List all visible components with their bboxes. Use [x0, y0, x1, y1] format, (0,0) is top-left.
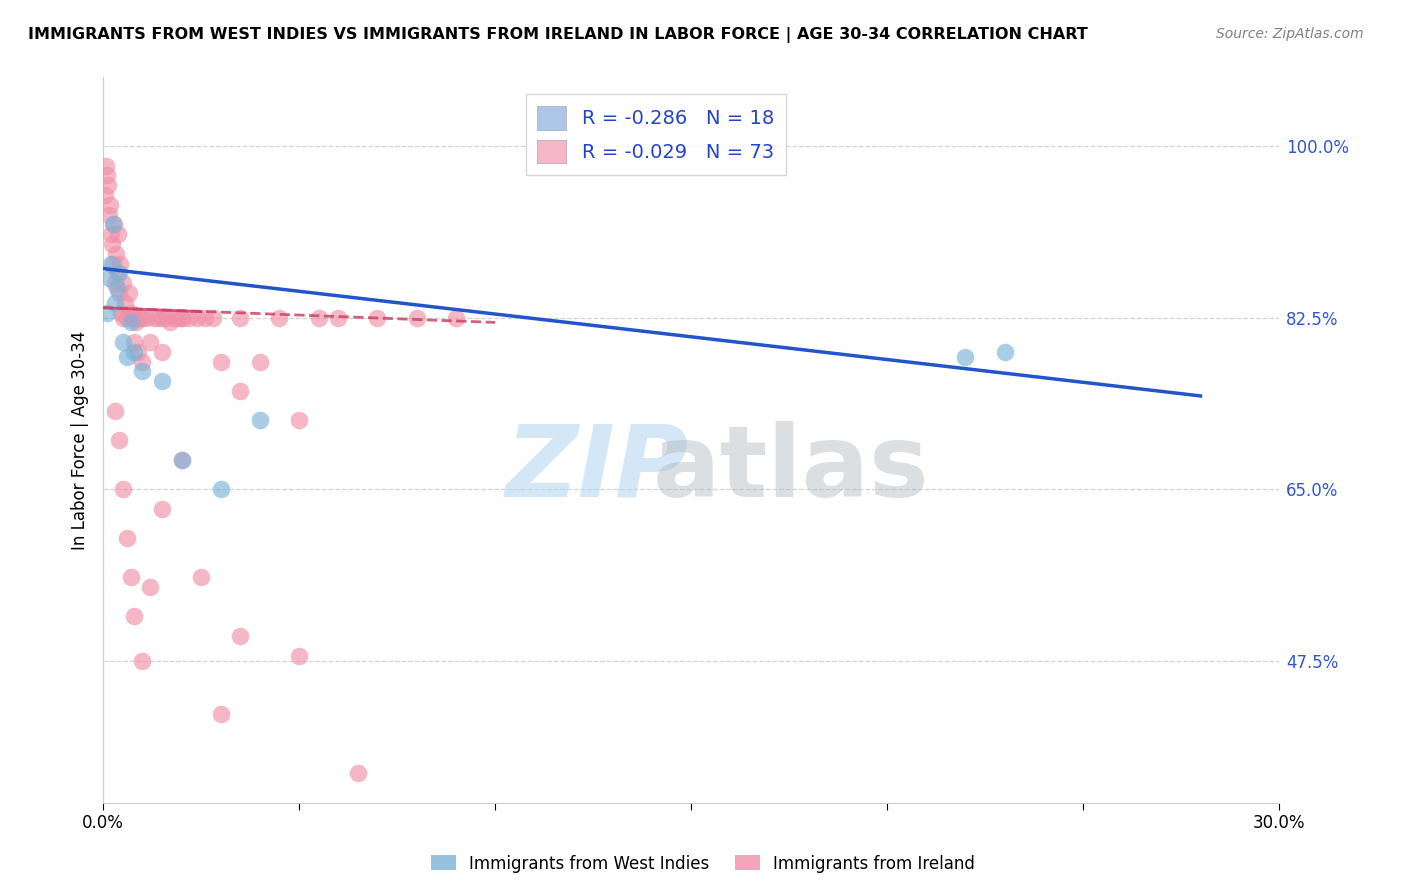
Point	[120, 305, 142, 319]
Point	[104, 295, 127, 310]
Point	[104, 403, 127, 417]
Point	[101, 218, 124, 232]
Point	[194, 310, 217, 325]
Point	[170, 310, 193, 325]
Point	[104, 277, 127, 291]
Point	[131, 653, 153, 667]
Point	[993, 344, 1015, 359]
Point	[328, 310, 350, 325]
Point	[110, 305, 132, 319]
Point	[269, 310, 291, 325]
Point	[97, 178, 120, 193]
Point	[249, 413, 271, 427]
Point	[107, 267, 129, 281]
Point	[124, 310, 146, 325]
Point	[131, 354, 153, 368]
Point	[209, 354, 232, 368]
Y-axis label: In Labor Force | Age 30-34: In Labor Force | Age 30-34	[72, 330, 89, 549]
Legend: R = -0.286   N = 18, R = -0.029   N = 73: R = -0.286 N = 18, R = -0.029 N = 73	[526, 95, 786, 175]
Point	[96, 159, 118, 173]
Point	[111, 482, 134, 496]
Point	[125, 315, 148, 329]
Text: atlas: atlas	[652, 420, 929, 517]
Point	[94, 188, 117, 202]
Legend: Immigrants from West Indies, Immigrants from Ireland: Immigrants from West Indies, Immigrants …	[425, 848, 981, 880]
Point	[120, 315, 142, 329]
Point	[186, 310, 208, 325]
Point	[107, 227, 129, 242]
Point	[96, 305, 118, 319]
Point	[100, 237, 122, 252]
Point	[115, 350, 138, 364]
Point	[229, 310, 252, 325]
Text: Source: ZipAtlas.com: Source: ZipAtlas.com	[1216, 27, 1364, 41]
Point	[124, 344, 146, 359]
Point	[143, 310, 166, 325]
Point	[100, 227, 122, 242]
Point	[96, 169, 118, 183]
Point	[150, 501, 173, 516]
Point	[170, 310, 193, 325]
Point	[955, 350, 977, 364]
Point	[115, 310, 138, 325]
Point	[105, 267, 128, 281]
Point	[108, 257, 131, 271]
Point	[150, 374, 173, 388]
Point	[163, 310, 186, 325]
Point	[201, 310, 224, 325]
Point	[150, 344, 173, 359]
Point	[127, 344, 149, 359]
Point	[209, 707, 232, 722]
Point	[121, 310, 143, 325]
Point	[101, 257, 124, 271]
Point	[150, 310, 173, 325]
Point	[115, 531, 138, 545]
Point	[229, 629, 252, 643]
Point	[111, 334, 134, 349]
Point	[103, 218, 125, 232]
Point	[111, 310, 134, 325]
Point	[347, 766, 370, 780]
Point	[170, 452, 193, 467]
Point	[114, 295, 136, 310]
Point	[124, 609, 146, 624]
Point	[249, 354, 271, 368]
Point	[179, 310, 201, 325]
Point	[155, 310, 177, 325]
Point	[117, 286, 139, 301]
Point	[98, 208, 121, 222]
Point	[139, 580, 162, 594]
Point	[120, 570, 142, 584]
Point	[104, 247, 127, 261]
Point	[159, 315, 181, 329]
Point	[131, 364, 153, 378]
Point	[124, 334, 146, 349]
Point	[288, 648, 311, 663]
Point	[107, 433, 129, 447]
Point	[131, 310, 153, 325]
Point	[166, 310, 188, 325]
Point	[107, 286, 129, 301]
Point	[190, 570, 212, 584]
Point	[366, 310, 388, 325]
Text: ZIP: ZIP	[505, 420, 689, 517]
Text: IMMIGRANTS FROM WEST INDIES VS IMMIGRANTS FROM IRELAND IN LABOR FORCE | AGE 30-3: IMMIGRANTS FROM WEST INDIES VS IMMIGRANT…	[28, 27, 1088, 43]
Point	[100, 257, 122, 271]
Point	[98, 271, 121, 285]
Point	[288, 413, 311, 427]
Point	[170, 452, 193, 467]
Point	[146, 310, 169, 325]
Point	[139, 334, 162, 349]
Point	[229, 384, 252, 398]
Point	[444, 310, 467, 325]
Point	[129, 310, 152, 325]
Point	[105, 281, 128, 295]
Point	[135, 310, 157, 325]
Point	[308, 310, 330, 325]
Point	[98, 198, 121, 212]
Point	[209, 482, 232, 496]
Point	[405, 310, 427, 325]
Point	[111, 277, 134, 291]
